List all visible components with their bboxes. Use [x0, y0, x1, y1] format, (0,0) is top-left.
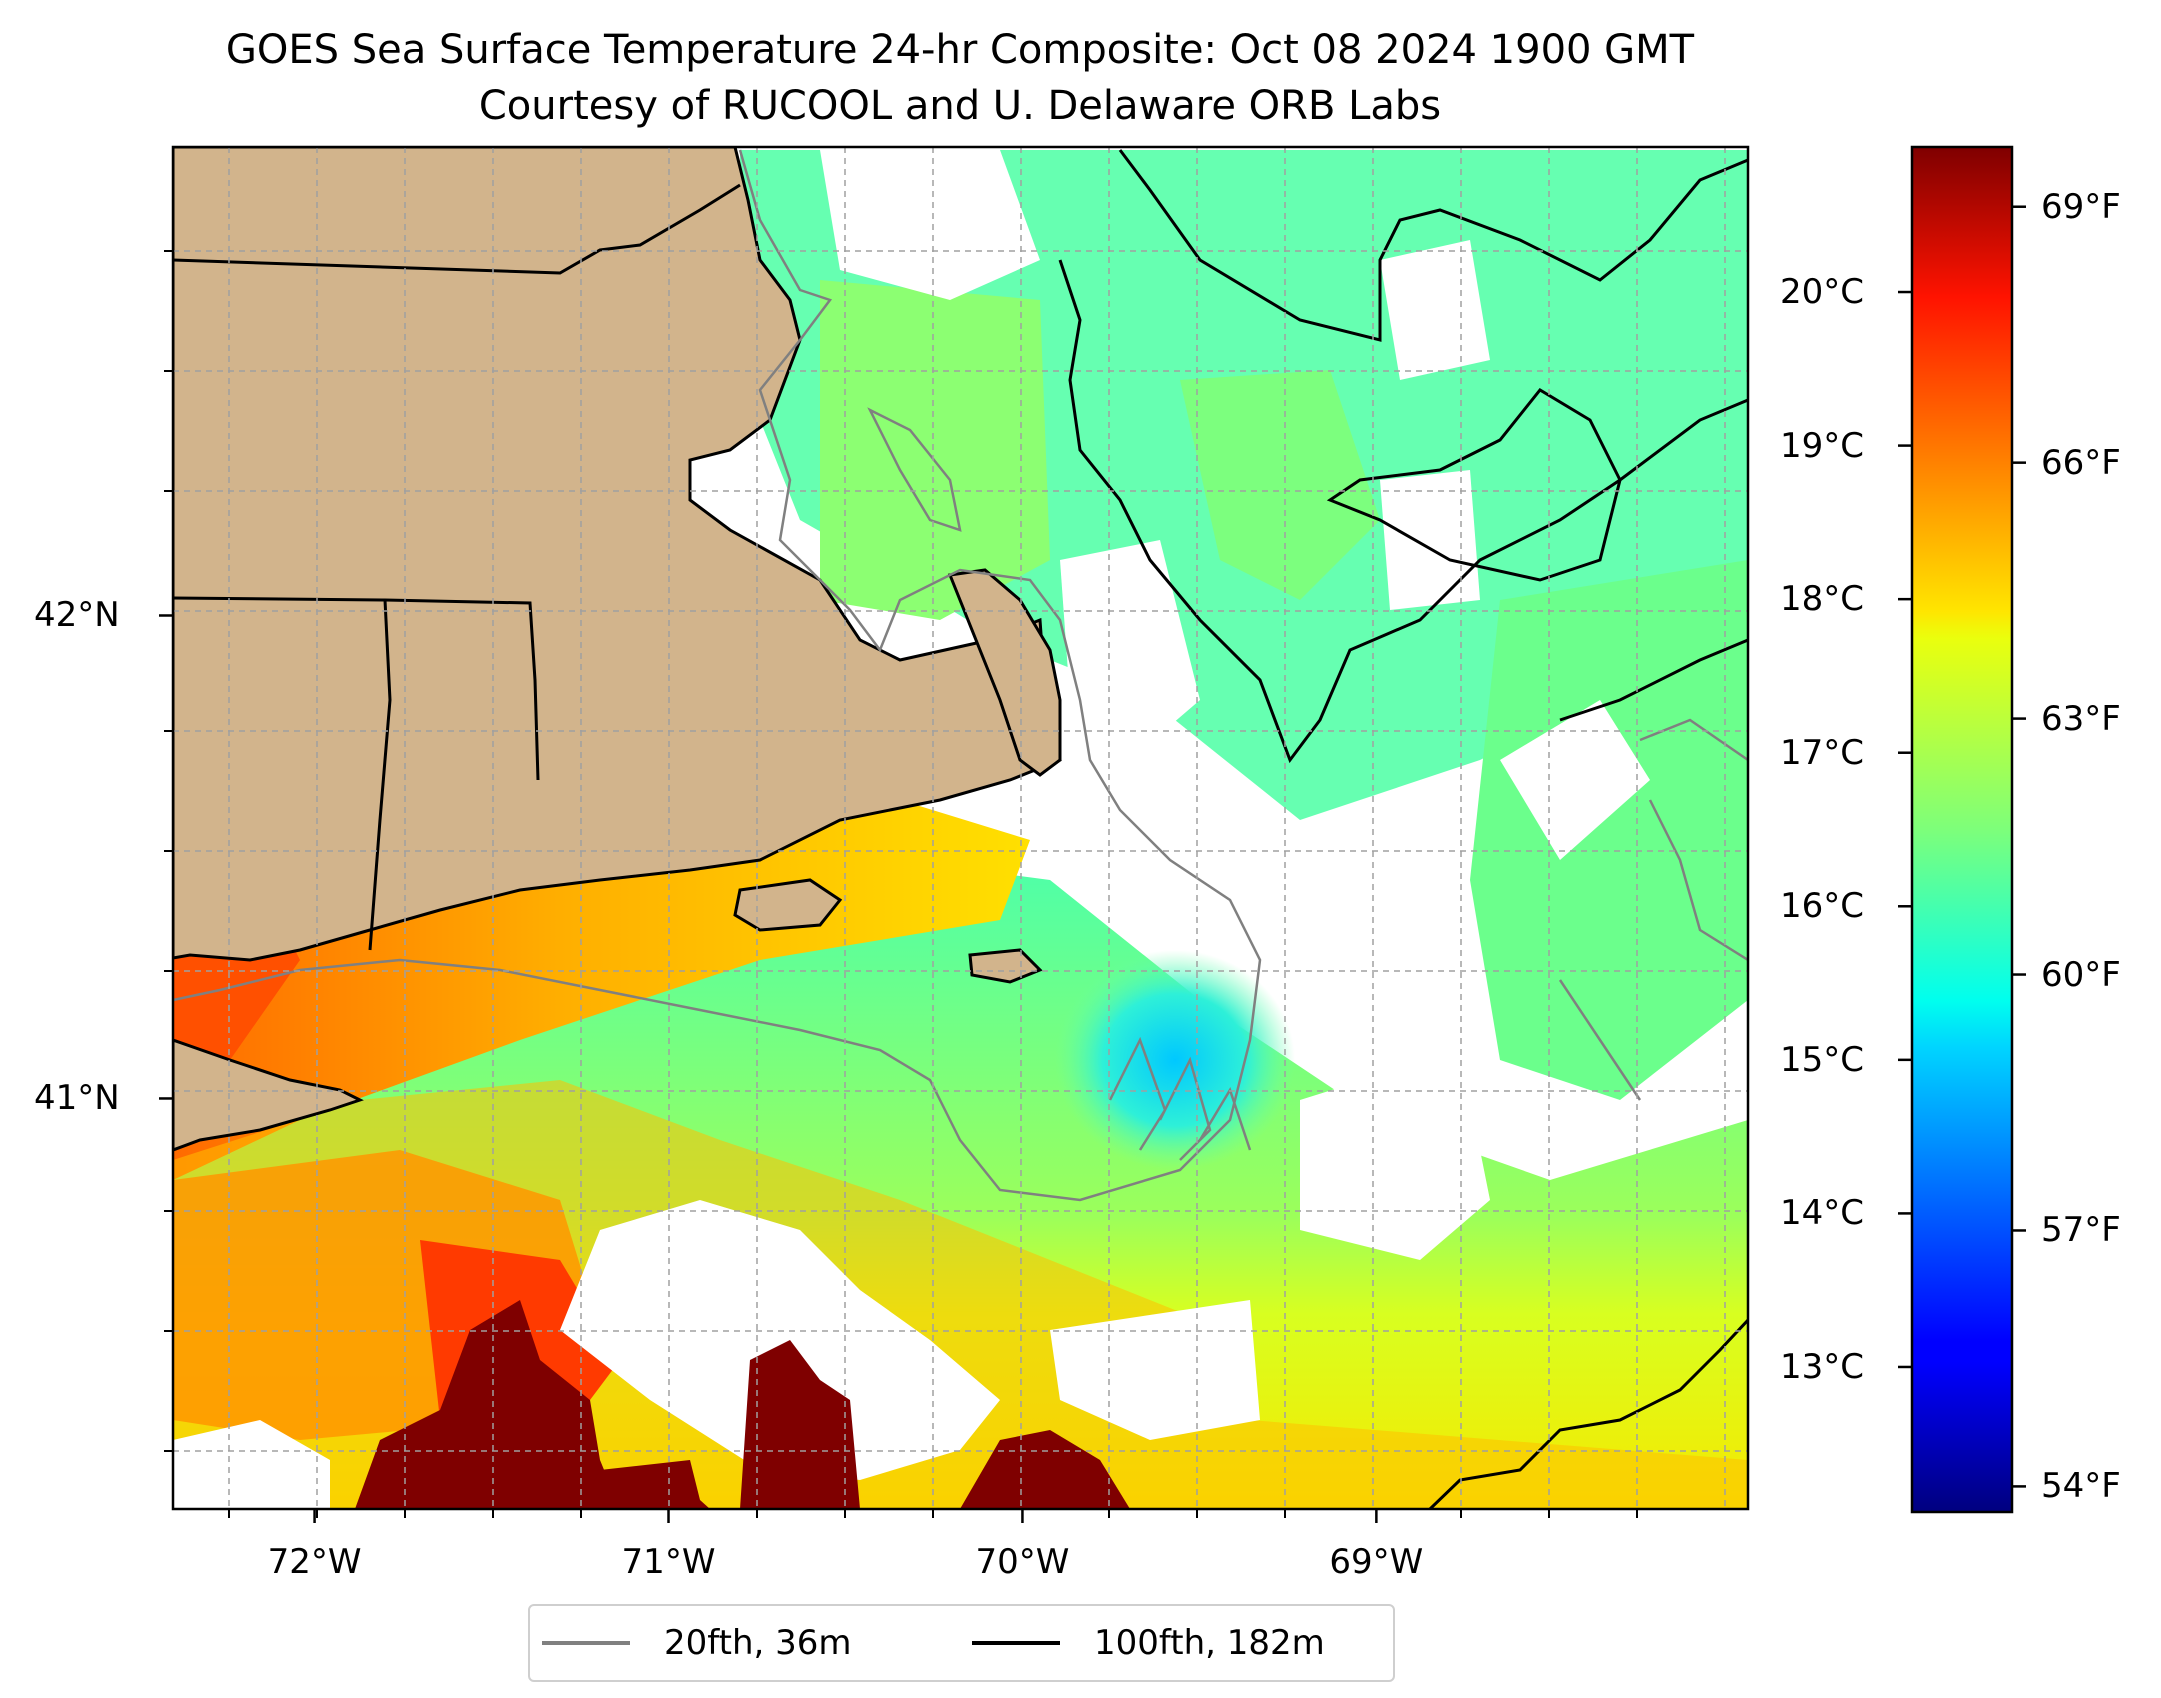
y-tick-label: 41°N — [34, 1078, 120, 1119]
fahrenheit-tick-label: 60°F — [2041, 954, 2121, 995]
y-tick-label: 42°N — [34, 595, 120, 636]
legend-label: 20fth, 36m — [664, 1623, 852, 1663]
legend-label: 100fth, 182m — [1094, 1623, 1325, 1663]
map-subtitle: Courtesy of RUCOOL and U. Delaware ORB L… — [478, 83, 1442, 129]
x-tick-label: 69°W — [1329, 1542, 1424, 1582]
legend-item-100fth: 100fth, 182m — [972, 1606, 1325, 1680]
celsius-tick-label: 14°C — [1780, 1193, 1865, 1234]
legend-line-gray — [542, 1641, 630, 1645]
fahrenheit-tick-label: 57°F — [2041, 1210, 2121, 1251]
land-nantucket — [968, 948, 1043, 984]
state-border-ma-ct-ri — [173, 596, 540, 781]
x-tick-label: 70°W — [975, 1542, 1070, 1582]
gridlines — [173, 147, 1748, 1509]
state-border-ct-ri — [368, 599, 392, 951]
contour-20fth-stellwagen — [867, 407, 962, 532]
contour-legend: 20fth, 36m 100fth, 182m — [528, 1604, 1395, 1682]
map-title: GOES Sea Surface Temperature 24-hr Compo… — [225, 27, 1695, 73]
celsius-tick-label: 16°C — [1780, 886, 1865, 927]
fahrenheit-tick-label: 69°F — [2041, 186, 2121, 227]
contour-20fth-georges — [1558, 718, 1748, 1101]
fahrenheit-tick-label: 63°F — [2041, 698, 2121, 739]
contour-20fth — [173, 149, 1262, 1202]
celsius-tick-label: 18°C — [1780, 579, 1865, 620]
map-frame — [171, 145, 1750, 1511]
fahrenheit-tick-label: 66°F — [2041, 442, 2121, 483]
land-long-island — [173, 1038, 364, 1152]
land-marthas-vineyard — [733, 878, 843, 932]
contour-20fth-shoals — [1108, 1036, 1252, 1161]
axis-major-ticks — [159, 614, 1378, 1523]
celsius-tick-label: 15°C — [1780, 1039, 1865, 1080]
colorbar — [1910, 145, 2014, 1514]
state-border-nh-ma — [173, 183, 741, 275]
celsius-tick-label: 13°C — [1780, 1346, 1865, 1387]
fahrenheit-tick-label: 54°F — [2041, 1466, 2121, 1507]
land-cape-cod — [947, 568, 1062, 777]
legend-item-20fth: 20fth, 36m — [542, 1606, 852, 1680]
celsius-tick-label: 17°C — [1780, 732, 1865, 773]
x-tick-label: 71°W — [621, 1542, 716, 1582]
legend-line-black — [972, 1641, 1060, 1645]
celsius-tick-label: 19°C — [1780, 425, 1865, 466]
x-tick-label: 72°W — [267, 1542, 362, 1582]
celsius-tick-label: 20°C — [1780, 272, 1865, 313]
contour-100fth — [1058, 149, 1748, 1509]
axis-minor-ticks — [164, 250, 1638, 1518]
colorbar-ticks — [1898, 205, 2026, 1488]
